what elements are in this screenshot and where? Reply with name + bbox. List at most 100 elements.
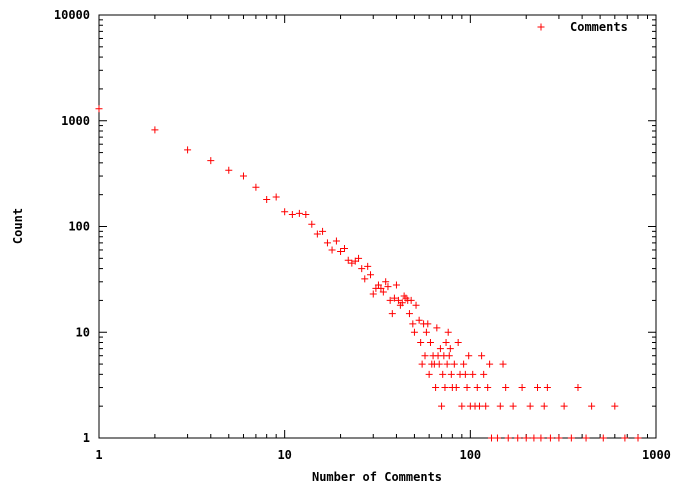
- data-point: [392, 281, 400, 289]
- data-point: [379, 288, 387, 296]
- data-point: [439, 370, 447, 378]
- legend: Comments: [537, 20, 628, 34]
- data-point: [364, 262, 372, 270]
- data-point: [377, 284, 385, 292]
- data-point: [432, 384, 440, 392]
- data-point: [480, 370, 488, 378]
- data-point: [533, 384, 541, 392]
- data-point: [574, 384, 582, 392]
- data-point: [288, 210, 296, 218]
- data-point: [463, 384, 471, 392]
- data-point: [502, 384, 510, 392]
- plot-frame: [98, 14, 657, 439]
- data-point: [445, 352, 453, 360]
- data-point: [369, 290, 377, 298]
- data-point: [386, 296, 394, 304]
- x-tick-label: 100: [459, 448, 481, 462]
- data-point: [496, 402, 504, 410]
- data-point: [442, 338, 450, 346]
- data-point: [394, 296, 402, 304]
- data-point: [426, 338, 434, 346]
- data-point: [412, 301, 420, 309]
- x-axis-label: Number of Comments: [312, 470, 442, 484]
- x-tick-label: 1: [95, 448, 102, 462]
- y-tick-label: 100: [68, 220, 90, 234]
- data-point: [340, 244, 348, 252]
- data-point: [407, 296, 415, 304]
- data-point: [398, 299, 406, 307]
- data-point: [418, 360, 426, 368]
- data-point: [409, 320, 417, 328]
- data-point: [504, 434, 512, 442]
- data-points: [95, 105, 642, 442]
- data-point: [522, 434, 530, 442]
- data-point: [332, 237, 340, 245]
- data-point: [390, 294, 398, 302]
- data-point: [634, 434, 642, 442]
- data-point: [95, 105, 103, 113]
- data-point: [450, 360, 458, 368]
- data-point: [355, 254, 363, 262]
- data-point: [443, 360, 451, 368]
- data-point: [435, 360, 443, 368]
- data-point: [328, 246, 336, 254]
- y-tick-label: 10: [76, 325, 90, 339]
- data-point: [444, 328, 452, 336]
- data-point: [621, 434, 629, 442]
- data-point: [582, 434, 590, 442]
- legend-label: Comments: [570, 20, 628, 34]
- data-point: [344, 256, 352, 264]
- x-tick-label: 1000: [642, 448, 671, 462]
- data-point: [518, 384, 526, 392]
- data-point: [514, 434, 522, 442]
- y-axis: 1 10 100 1000 10000: [54, 8, 656, 445]
- data-point: [555, 434, 563, 442]
- data-point: [484, 384, 492, 392]
- data-point: [313, 230, 321, 238]
- data-point: [388, 310, 396, 318]
- x-tick-label: 10: [277, 448, 291, 462]
- data-point: [482, 402, 490, 410]
- data-point: [478, 352, 486, 360]
- data-point: [441, 384, 449, 392]
- data-point: [351, 257, 359, 265]
- data-point: [252, 183, 260, 191]
- data-point: [452, 384, 460, 392]
- data-point: [384, 283, 392, 291]
- data-point: [530, 434, 538, 442]
- data-point: [446, 345, 454, 353]
- data-point: [151, 126, 159, 134]
- data-point: [263, 196, 271, 204]
- data-point: [611, 402, 619, 410]
- data-point: [458, 402, 466, 410]
- data-point: [588, 402, 596, 410]
- y-axis-label: Count: [11, 208, 25, 244]
- data-point: [465, 352, 473, 360]
- data-point: [438, 402, 446, 410]
- data-point: [184, 146, 192, 154]
- data-point: [546, 434, 554, 442]
- data-point: [421, 352, 429, 360]
- data-point: [526, 402, 534, 410]
- data-point: [461, 370, 469, 378]
- data-point: [417, 338, 425, 346]
- y-tick-label: 1: [83, 431, 90, 445]
- data-point: [543, 384, 551, 392]
- data-point: [487, 434, 495, 442]
- data-point: [475, 402, 483, 410]
- data-point: [486, 360, 494, 368]
- data-point: [422, 328, 430, 336]
- legend-marker: [537, 23, 545, 31]
- y-tick-label: 1000: [61, 114, 90, 128]
- data-point: [493, 434, 501, 442]
- data-point: [281, 208, 289, 216]
- data-point: [295, 209, 303, 217]
- data-point: [415, 316, 423, 324]
- data-point: [382, 278, 390, 286]
- data-point: [473, 384, 481, 392]
- legend-plus-icon: [537, 23, 545, 31]
- data-point: [225, 166, 233, 174]
- data-point: [358, 265, 366, 273]
- data-point: [447, 370, 455, 378]
- data-point: [207, 157, 215, 165]
